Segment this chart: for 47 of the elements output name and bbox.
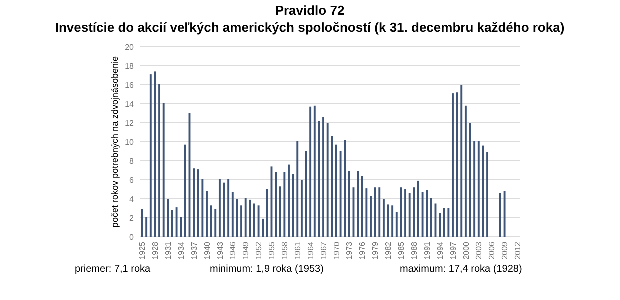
x-tick-label: 2012 — [514, 241, 523, 260]
x-tick-label: 2009 — [500, 241, 510, 260]
x-tick-label: 1991 — [422, 241, 432, 260]
x-tick-label: 1997 — [448, 241, 458, 260]
y-tick-label: 2 — [130, 214, 135, 223]
x-tick-label: 1928 — [151, 241, 160, 260]
y-tick-label: 18 — [125, 62, 135, 71]
x-tick-label: 1934 — [176, 241, 186, 260]
x-tick-label: 2006 — [488, 241, 497, 260]
y-tick-label: 14 — [125, 100, 135, 109]
text: maximum: 17,4 roka (1928) — [400, 264, 522, 275]
x-tick-label: 1958 — [280, 241, 290, 260]
text: minimum: 1,9 roka (1953) — [210, 264, 324, 275]
x-tick-label: 1988 — [410, 241, 419, 260]
x-tick-label: 1955 — [268, 241, 277, 260]
x-tick-label: 1946 — [228, 241, 238, 260]
x-tick-label: 1994 — [436, 241, 445, 260]
y-tick-label: 0 — [130, 232, 135, 242]
y-tick-label: 6 — [130, 176, 135, 185]
y-tick-label: 12 — [125, 118, 135, 128]
y-tick-label: 10 — [125, 138, 135, 147]
x-tick-label: 2000 — [462, 241, 471, 260]
x-tick-label: 1982 — [384, 241, 394, 260]
text: priemer: 7,1 roka — [75, 264, 152, 275]
x-tick-label: 1949 — [242, 241, 251, 260]
x-tick-label: 1940 — [202, 241, 212, 260]
y-tick-label: 16 — [125, 80, 135, 90]
x-tick-label: 1937 — [190, 241, 199, 260]
x-tick-label: 1925 — [138, 241, 148, 260]
x-tick-label: 2003 — [474, 241, 484, 260]
x-tick-label: 1970 — [332, 241, 342, 260]
x-tick-label: 1967 — [319, 241, 328, 260]
x-tick-label: 1985 — [397, 241, 406, 260]
x-tick-label: 1931 — [164, 241, 173, 260]
x-tick-label: 1979 — [371, 241, 380, 260]
y-tick-label: 4 — [130, 194, 135, 204]
x-tick-label: 1976 — [358, 241, 368, 260]
y-tick-label: 8 — [130, 156, 135, 166]
y-axis-title: počet rokov potrebných na zdvojnásobenie — [110, 56, 120, 228]
y-tick-label: 20 — [125, 42, 135, 52]
x-tick-label: 1973 — [345, 241, 354, 260]
x-tick-label: 1943 — [216, 241, 225, 260]
x-tick-label: 1964 — [306, 241, 316, 260]
x-tick-label: 1952 — [254, 241, 264, 260]
chart-title: Pravidlo 72 — [275, 3, 345, 18]
chart-subtitle: Investície do akcií veľkých amerických spoločností (k 31. decembru každého roka) — [55, 20, 565, 35]
x-tick-label: 1961 — [293, 241, 302, 260]
